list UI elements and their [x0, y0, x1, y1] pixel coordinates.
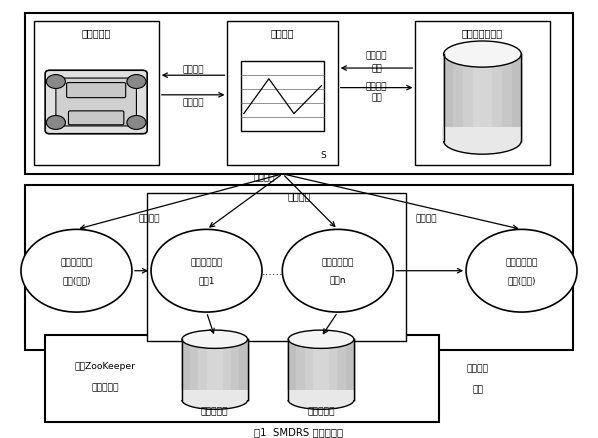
Text: 本地数据库: 本地数据库 [307, 406, 335, 416]
Bar [444, 55, 453, 142]
Bar [45, 335, 439, 422]
Bar [227, 22, 338, 166]
Text: 更新交通: 更新交通 [467, 364, 489, 373]
Bar [329, 339, 337, 400]
Bar [182, 339, 190, 400]
Text: 请求: 请求 [371, 64, 382, 74]
Text: 信息: 信息 [472, 385, 484, 393]
Bar [147, 194, 407, 342]
Bar [206, 339, 215, 400]
Bar [239, 339, 248, 400]
Text: 服务请求: 服务请求 [182, 65, 204, 74]
Bar [443, 128, 523, 142]
Text: 返回结果: 返回结果 [254, 173, 276, 182]
Ellipse shape [288, 330, 354, 349]
Bar [304, 339, 313, 400]
Text: 交管中心: 交管中心 [271, 28, 294, 38]
Text: S: S [320, 150, 326, 159]
Bar [215, 339, 223, 400]
FancyBboxPatch shape [56, 79, 136, 127]
Ellipse shape [466, 230, 577, 312]
Bar [416, 22, 550, 166]
Bar [502, 55, 511, 142]
Text: 道路交叉路口: 道路交叉路口 [190, 258, 222, 267]
Text: 机动车客体: 机动车客体 [81, 28, 111, 38]
Circle shape [127, 75, 146, 89]
Bar [182, 339, 248, 400]
Bar [288, 339, 354, 400]
Text: 本地数据库: 本地数据库 [201, 406, 228, 416]
Bar [25, 185, 573, 350]
Bar [297, 339, 304, 400]
Bar [231, 339, 239, 400]
Ellipse shape [444, 129, 521, 155]
Ellipse shape [151, 230, 262, 312]
Bar [33, 22, 159, 166]
Bar [241, 62, 324, 132]
Text: 的调节系统: 的调节系统 [91, 383, 119, 392]
Bar [453, 55, 463, 142]
Text: 任务分配: 任务分配 [415, 214, 437, 223]
Bar [346, 339, 354, 400]
Text: 代理n: 代理n [329, 276, 346, 284]
Bar [313, 339, 321, 400]
Ellipse shape [444, 42, 521, 68]
Text: 代理(终止): 代理(终止) [507, 276, 536, 284]
Bar [199, 339, 206, 400]
FancyBboxPatch shape [45, 71, 147, 134]
Bar [288, 339, 297, 400]
Text: 道路交叉路口: 道路交叉路口 [60, 258, 93, 267]
Text: 升级服务: 升级服务 [366, 82, 388, 91]
Ellipse shape [182, 391, 248, 410]
Bar [223, 339, 231, 400]
Bar [473, 55, 483, 142]
Text: 代理1: 代理1 [199, 276, 215, 284]
Text: ......: ...... [261, 266, 283, 276]
Bar [492, 55, 502, 142]
Bar [287, 390, 355, 400]
Text: 路线调节: 路线调节 [287, 191, 311, 201]
Bar [483, 55, 492, 142]
Text: 机动车服务数据: 机动车服务数据 [462, 28, 503, 38]
Ellipse shape [182, 330, 248, 349]
Bar [190, 339, 199, 400]
Circle shape [127, 116, 146, 130]
Text: 注册服务: 注册服务 [366, 51, 388, 60]
Bar [511, 55, 521, 142]
Text: 路线指引: 路线指引 [182, 98, 204, 106]
Bar [463, 55, 473, 142]
Ellipse shape [288, 391, 354, 410]
Ellipse shape [21, 230, 132, 312]
Bar [321, 339, 329, 400]
Ellipse shape [282, 230, 393, 312]
Text: 道路交叉路口: 道路交叉路口 [322, 258, 354, 267]
Bar [337, 339, 346, 400]
Circle shape [46, 116, 65, 130]
Circle shape [46, 75, 65, 89]
FancyBboxPatch shape [68, 112, 124, 126]
Bar [25, 14, 573, 174]
Text: 代理(启动): 代理(启动) [62, 276, 91, 284]
Text: 任务分配: 任务分配 [139, 214, 160, 223]
Text: 状态: 状态 [371, 93, 382, 102]
Text: 基于ZooKeeper: 基于ZooKeeper [75, 361, 136, 370]
Bar [181, 390, 249, 400]
Text: 图1  SMDRS 的系统架构: 图1 SMDRS 的系统架构 [254, 427, 344, 437]
FancyBboxPatch shape [66, 83, 126, 99]
Text: 道路交叉路口: 道路交叉路口 [505, 258, 538, 267]
Bar [444, 55, 521, 142]
